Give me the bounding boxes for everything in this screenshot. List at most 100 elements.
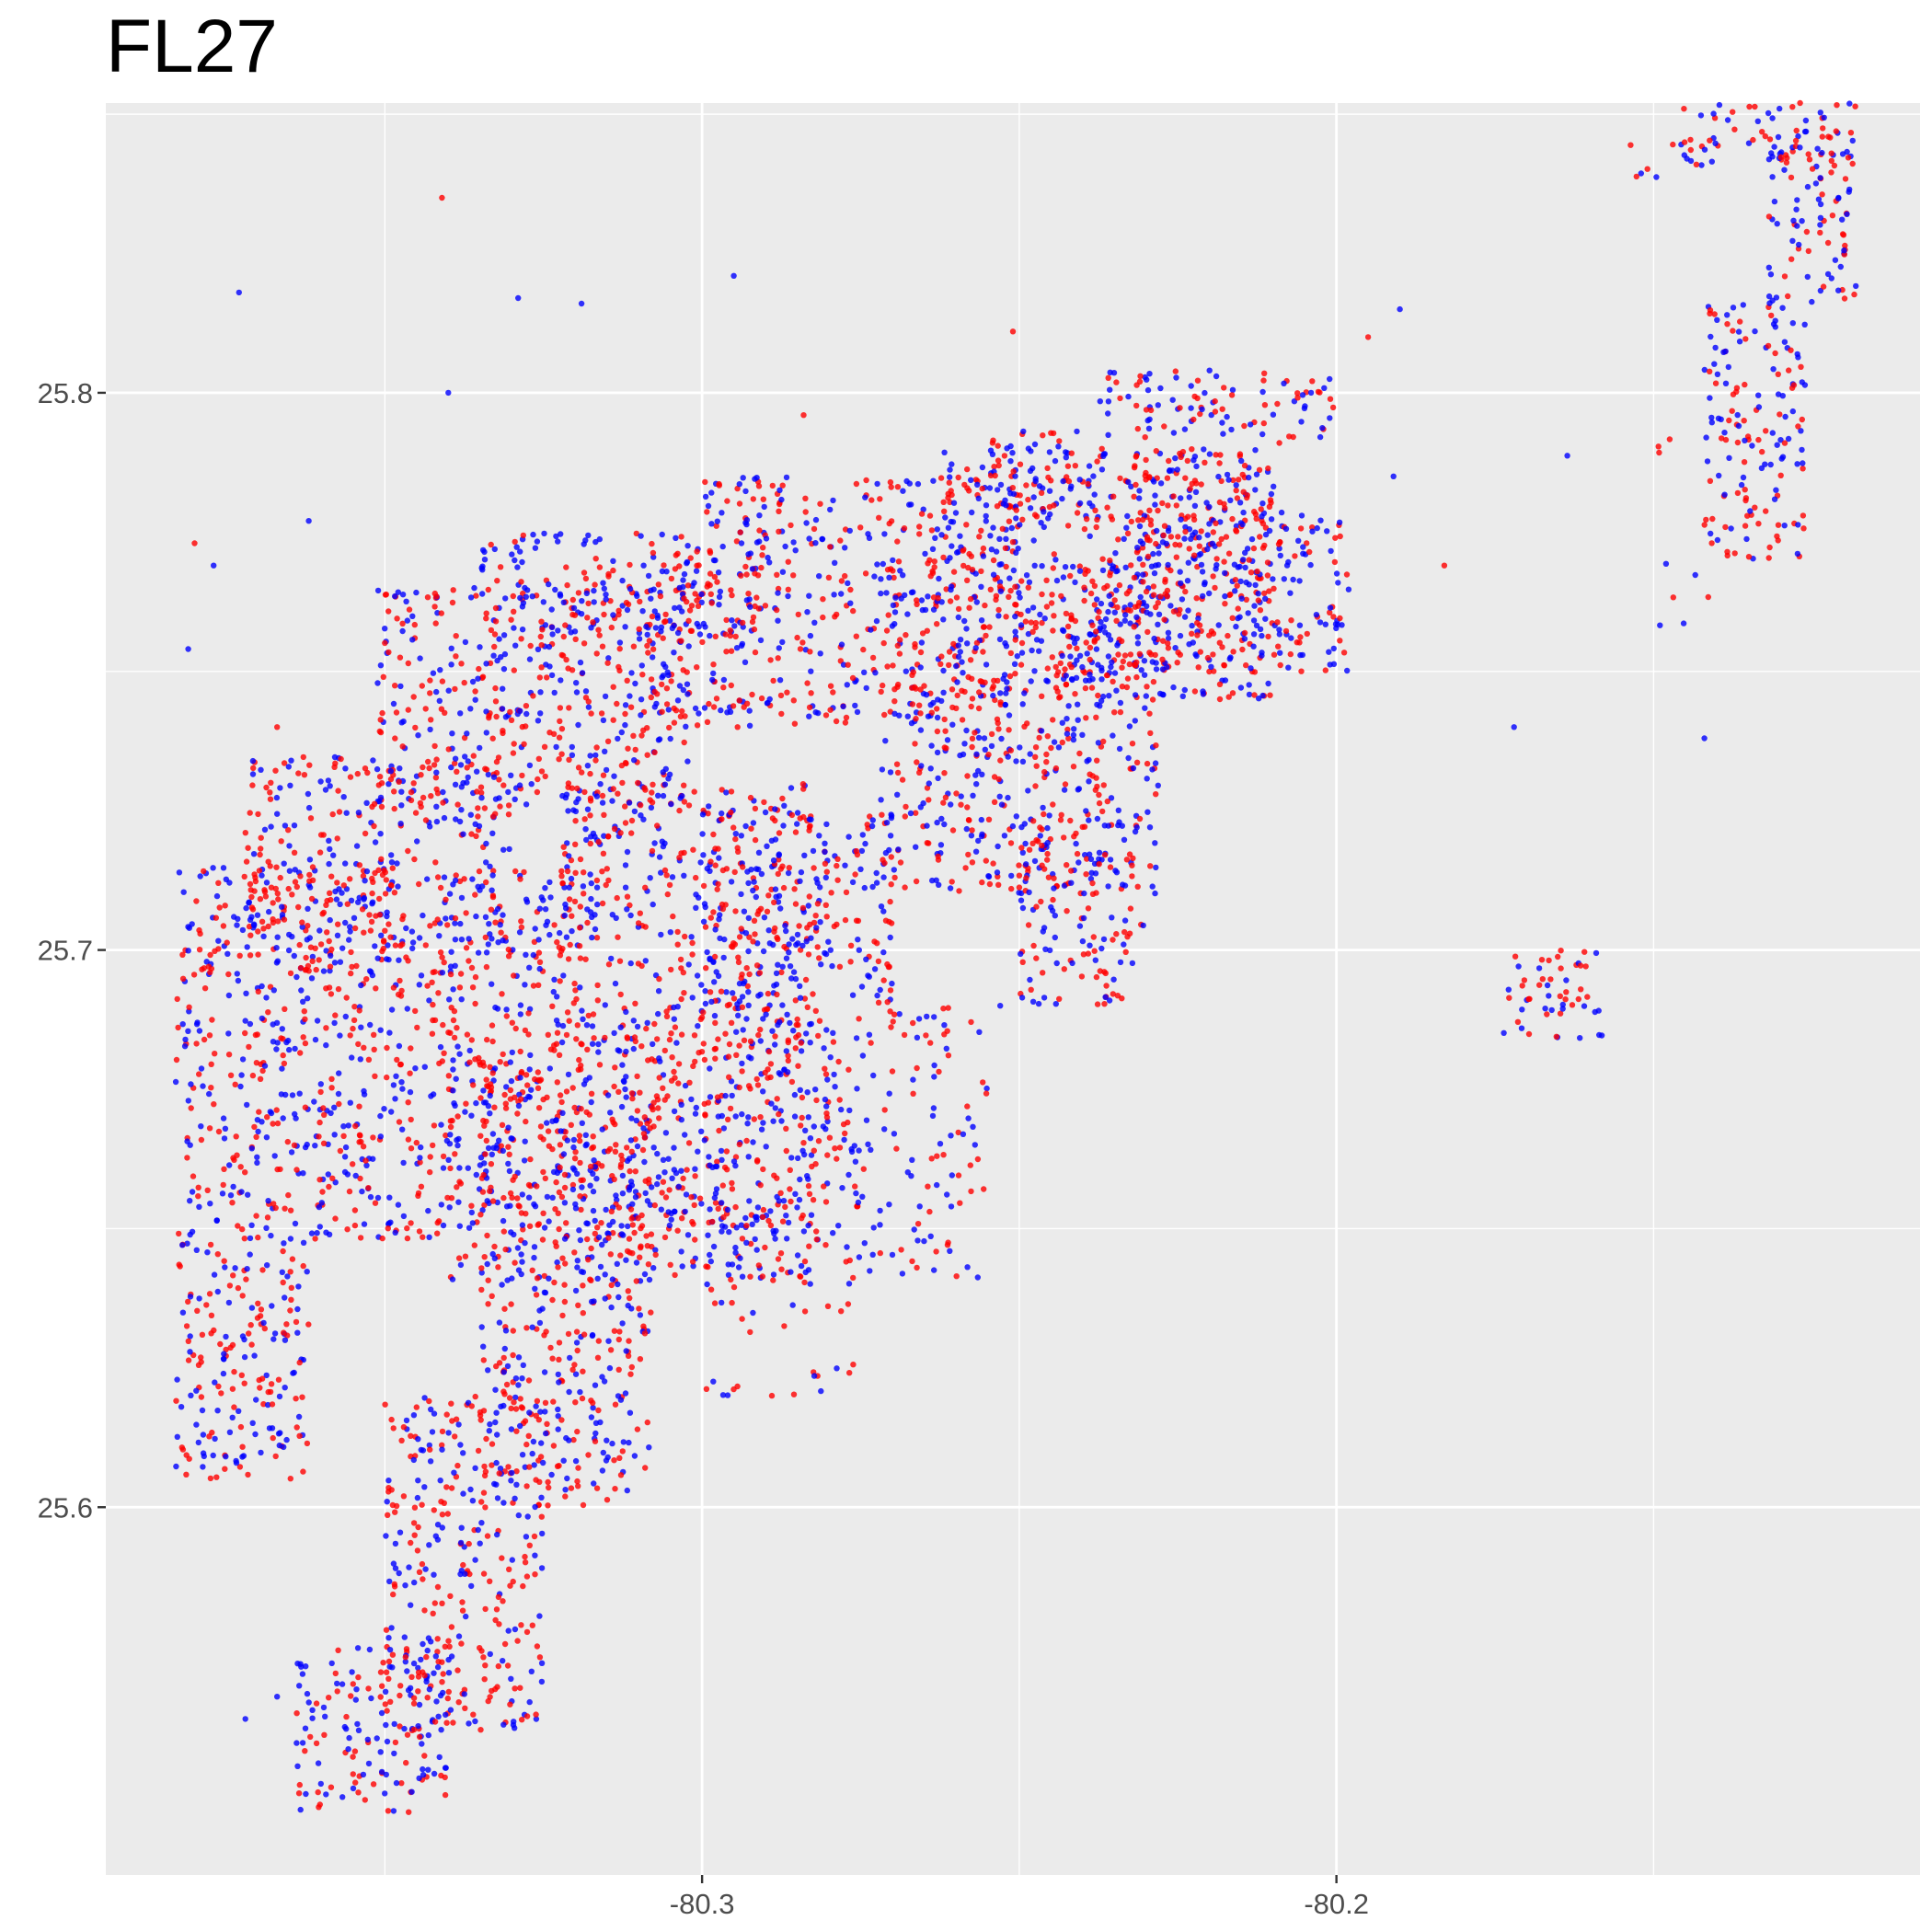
data-point — [536, 1319, 544, 1327]
data-point — [196, 1203, 202, 1211]
data-point — [417, 655, 423, 661]
data-point — [277, 874, 283, 881]
data-point — [444, 1695, 451, 1702]
data-point — [1007, 840, 1015, 846]
data-point — [588, 1098, 594, 1106]
data-point — [530, 531, 536, 538]
data-point — [922, 550, 928, 558]
data-point — [277, 785, 283, 791]
data-point — [615, 934, 621, 940]
data-point — [584, 763, 592, 769]
data-point — [523, 1072, 530, 1078]
data-point — [499, 991, 505, 997]
data-point — [346, 1734, 352, 1742]
data-point — [815, 1032, 822, 1040]
data-point — [758, 695, 765, 702]
data-point — [427, 1154, 433, 1160]
data-point — [714, 1158, 720, 1165]
data-point — [1050, 717, 1056, 723]
data-point — [383, 1627, 390, 1633]
data-point — [1051, 739, 1058, 745]
data-point — [593, 793, 601, 799]
data-point — [925, 593, 931, 600]
data-point — [429, 979, 435, 986]
data-point — [274, 1040, 281, 1046]
data-point — [387, 768, 394, 775]
data-point — [280, 1279, 286, 1286]
data-point — [601, 585, 607, 592]
data-point — [461, 679, 467, 686]
data-point — [331, 1019, 338, 1027]
data-point — [949, 827, 957, 834]
data-point — [661, 781, 669, 788]
data-point — [284, 1273, 291, 1280]
data-point — [677, 713, 684, 719]
data-point — [477, 1540, 483, 1547]
data-point — [709, 676, 716, 684]
data-point — [279, 912, 286, 918]
data-point — [430, 1001, 436, 1008]
data-point — [891, 710, 898, 717]
data-point — [399, 1126, 406, 1133]
data-point — [1144, 809, 1151, 815]
data-point — [248, 1305, 256, 1311]
data-point — [745, 551, 752, 558]
data-point — [350, 1161, 356, 1167]
data-point — [891, 698, 898, 705]
data-point — [536, 1613, 543, 1619]
data-point — [776, 1198, 782, 1204]
data-point — [396, 778, 402, 785]
data-point — [416, 1228, 423, 1235]
data-point — [499, 1555, 505, 1561]
data-point — [297, 873, 304, 880]
data-point — [646, 638, 653, 644]
data-point — [760, 1088, 766, 1095]
data-point — [460, 1490, 466, 1497]
data-point — [1036, 648, 1042, 654]
data-point — [181, 1043, 189, 1050]
data-point — [628, 1305, 635, 1312]
data-point — [1052, 765, 1060, 772]
data-point — [1076, 563, 1084, 569]
data-point — [531, 1533, 538, 1540]
data-point — [534, 538, 541, 545]
data-point — [561, 1298, 569, 1305]
data-point — [355, 1789, 362, 1796]
data-point — [422, 942, 429, 949]
data-point — [455, 1255, 463, 1261]
data-point — [489, 1070, 496, 1076]
data-point — [519, 1375, 525, 1382]
data-point — [246, 1330, 252, 1337]
data-point — [960, 562, 967, 569]
data-point — [719, 867, 727, 874]
data-point — [426, 997, 432, 1004]
data-point — [385, 781, 392, 788]
data-point — [644, 642, 650, 650]
data-point — [623, 1348, 629, 1354]
data-point — [798, 1048, 805, 1054]
data-point — [559, 946, 566, 952]
data-point — [604, 1437, 610, 1443]
data-point — [489, 1198, 497, 1204]
data-point — [775, 870, 781, 878]
data-point — [293, 883, 300, 891]
data-point — [458, 894, 466, 902]
data-point — [433, 756, 440, 763]
data-point — [583, 1022, 591, 1029]
data-point — [544, 1094, 550, 1101]
data-point — [566, 756, 572, 763]
data-point — [803, 520, 810, 526]
data-point — [659, 531, 665, 538]
data-point — [594, 982, 601, 989]
data-point — [817, 500, 823, 507]
data-point — [563, 934, 570, 940]
data-point — [674, 928, 681, 936]
data-point — [692, 1173, 698, 1179]
data-point — [475, 813, 481, 820]
data-point — [666, 1222, 673, 1229]
data-point — [822, 860, 829, 867]
data-point — [232, 1265, 238, 1271]
data-point — [729, 1186, 736, 1192]
data-point — [446, 1204, 453, 1211]
data-point — [728, 1276, 734, 1283]
